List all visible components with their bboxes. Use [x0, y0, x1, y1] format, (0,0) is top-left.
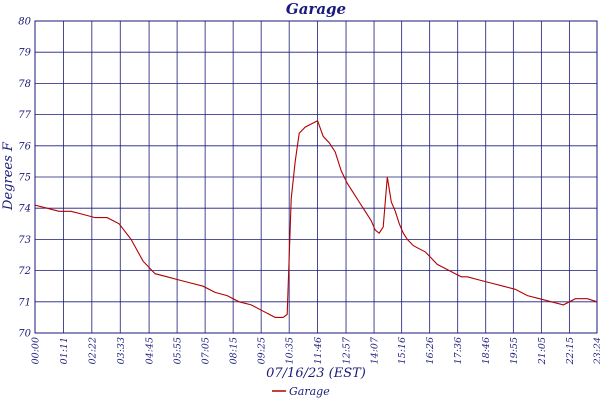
y-axis-label: Degrees F	[1, 141, 16, 211]
x-tick-label: 12:57	[342, 336, 353, 364]
x-tick-label: 22:15	[565, 337, 576, 365]
x-tick-label: 08:15	[229, 337, 240, 364]
y-tick-label: 71	[18, 297, 31, 308]
x-tick-label: 00:00	[31, 337, 42, 364]
x-tick-label: 17:36	[453, 337, 464, 364]
y-tick-label: 76	[18, 141, 31, 152]
x-tick-label: 07:05	[201, 337, 212, 364]
x-tick-label: 18:46	[481, 337, 492, 364]
x-tick-label: 16:26	[425, 337, 436, 364]
x-tick-label: 15:16	[397, 337, 408, 364]
y-tick-label: 73	[18, 235, 31, 246]
legend-label-garage: Garage	[289, 385, 330, 398]
plot-frame	[34, 20, 598, 334]
y-tick-label: 75	[18, 173, 31, 184]
y-tick-label: 72	[18, 266, 31, 277]
y-tick-label: 79	[18, 48, 31, 59]
series-line-garage	[34, 120, 598, 318]
y-tick-label: 70	[18, 329, 31, 340]
x-tick-label: 09:25	[257, 337, 268, 364]
y-tick-label: 78	[18, 79, 31, 90]
x-tick-label: 14:07	[370, 336, 381, 364]
x-tick-label: 02:22	[87, 337, 98, 364]
x-tick-label: 04:45	[145, 337, 156, 364]
y-tick-labels: 70 71 72 73 74 75 76 77 78 79 80	[18, 17, 31, 340]
x-tick-label: 05:55	[173, 337, 184, 364]
x-tick-label: 10:35	[285, 337, 296, 364]
x-tick-label: 19:55	[509, 337, 520, 364]
x-tick-label: 23:24	[593, 337, 600, 365]
x-tick-label: 11:46	[313, 337, 324, 364]
y-tick-label: 74	[18, 204, 31, 215]
x-tick-label: 03:33	[116, 337, 127, 364]
chart-grid	[34, 20, 598, 334]
chart-title: Garage	[286, 0, 346, 18]
y-tick-label: 80	[18, 17, 31, 28]
x-tick-labels: 00:00 01:11 02:22 03:33 04:45 05:55 07:05 08:15…	[31, 336, 600, 365]
y-tick-label: 77	[18, 110, 31, 121]
x-tick-label: 01:11	[59, 337, 70, 364]
x-tick-label: 21:05	[537, 337, 548, 365]
legend: Garage	[272, 385, 330, 398]
x-axis-label: 07/16/23 (EST)	[266, 366, 366, 381]
